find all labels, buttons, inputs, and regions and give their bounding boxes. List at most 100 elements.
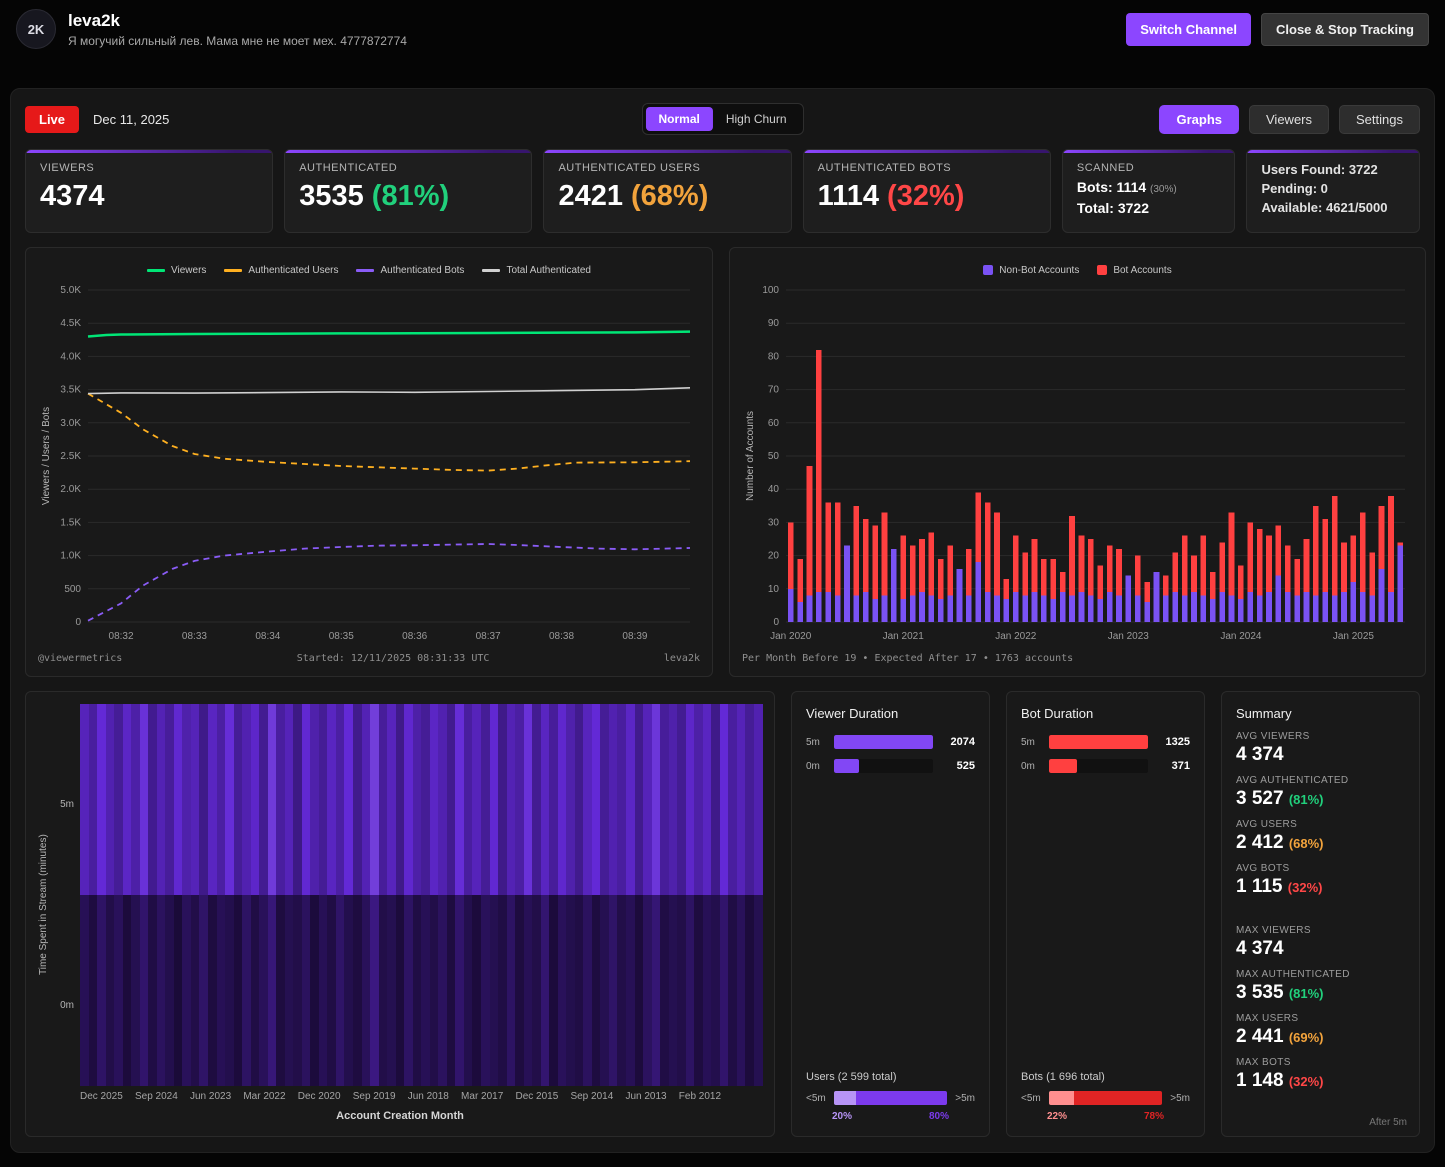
split-segment-over-5m [1073,1091,1163,1105]
viewers-tab-button[interactable]: Viewers [1249,104,1330,134]
heatmap-row-label-0m: 0m [60,1000,74,1011]
heatmap-cell [523,895,533,1086]
heatmap-cell [472,895,481,1086]
heatmap-cell [88,895,98,1086]
heatmap-cell [148,704,157,895]
legend-item-nonbot-accounts[interactable]: Non-Bot Accounts [983,265,1079,276]
heatmap-cell [506,895,516,1086]
heatmap-x-tick: Jun 2023 [189,1090,232,1102]
x-tick-label: 08:37 [476,631,501,642]
heatmap-cell [148,895,157,1086]
split-right-percent: 78% [1143,1111,1164,1122]
graphs-tab-button[interactable]: Graphs [1159,104,1239,134]
bot-bar [928,532,935,596]
heatmap-cell [131,704,140,895]
bot-bar [834,502,841,596]
bot-bar [1191,555,1197,593]
duration-row-0m: 0m 525 [806,759,975,773]
mode-normal-button[interactable]: Normal [645,107,713,131]
heatmap-x-tick: Dec 2020 [297,1090,341,1102]
bot-bar [966,548,972,596]
heatmap-cell [694,895,703,1086]
bot-bar [1369,552,1375,596]
heatmap-cell [412,895,422,1086]
heatmap-cell [626,704,635,895]
heatmap-cell [685,895,695,1086]
heatmap-cell [105,704,115,895]
heatmap-cell [216,895,226,1086]
heatmap-cell [378,704,388,895]
nonbot-bar [1153,572,1160,622]
nonbot-bar [1031,592,1038,622]
summary-footnote: After 5m [1369,1117,1407,1128]
y-tick-label: 80 [768,351,780,362]
legend-item-bot-accounts[interactable]: Bot Accounts [1097,265,1172,276]
stats-row: VIEWERS 4374 AUTHENTICATED 3535 (81%) AU… [25,149,1420,233]
legend-item-total-authenticated[interactable]: Total Authenticated [482,265,591,276]
heatmap-cell [660,704,669,895]
controls-row: Live Dec 11, 2025 Normal High Churn Grap… [25,103,1420,135]
heatmap-cell [498,895,507,1086]
heatmap-cell [293,704,302,895]
legend-item-authenticated-bots[interactable]: Authenticated Bots [356,265,464,276]
duration-row-0m: 0m 371 [1021,759,1190,773]
duration-bar [834,759,860,773]
split-right-percent: 80% [928,1111,949,1122]
nonbot-bar [1294,595,1300,622]
switch-channel-button[interactable]: Switch Channel [1126,12,1252,46]
heatmap-cell [233,895,243,1086]
heatmap-cell [301,704,311,895]
heatmap-cell [591,895,601,1086]
heatmap-cell [446,895,456,1086]
bot-bar [975,492,982,563]
heatmap-cell [404,895,413,1086]
heatmap-cell [173,704,183,895]
pending-line: Pending: 0 [1261,181,1328,196]
bot-bar [1219,542,1225,593]
mode-high-churn-button[interactable]: High Churn [713,107,800,131]
heatmap-cell [361,704,371,895]
bar-chart-footer: Per Month Before 19 • Expected After 17 … [742,648,1413,664]
heatmap-cell [455,704,464,895]
series-total-authenticated [87,387,691,395]
nonbot-bar [891,548,897,622]
stat-value: 3535 (81%) [299,180,450,212]
y-tick-label: 40 [768,484,780,495]
heatmap-cell [190,704,200,895]
stat-card-viewers: VIEWERS 4374 [25,149,274,233]
bot-bar [1144,582,1150,603]
heatmap-cell [284,704,294,895]
heatmap-cell [242,704,251,895]
heatmap-cell [446,704,456,895]
nonbot-bar [1059,592,1066,622]
heatmap-cell [259,895,268,1086]
heatmap-cell [651,895,661,1086]
stat-card-scanned: SCANNED Bots: 1114 (30%) Total: 3722 [1061,149,1236,233]
heatmap-cell [156,704,166,895]
heatmap-cell [122,895,132,1086]
settings-tab-button[interactable]: Settings [1339,104,1420,134]
legend-item-viewers[interactable]: Viewers [147,265,206,276]
heatmap-cell [617,704,626,895]
nonbot-bar [1247,592,1254,622]
close-stop-tracking-button[interactable]: Close & Stop Tracking [1261,12,1429,46]
duration-value: 2074 [950,736,975,748]
bot-bar [900,535,907,599]
stat-percent: (81%) [371,180,450,212]
scanned-total-line: Total: 3722 [1076,200,1149,216]
heatmap-cell [207,895,217,1086]
heatmap-cell [276,704,285,895]
bot-bar [1050,558,1057,599]
heatmap-cell [429,704,439,895]
y-tick-label: 100 [762,285,779,296]
nonbot-bar [1284,592,1291,622]
nonbot-bar [1303,592,1310,622]
duration-row-label: 5m [1021,736,1035,748]
bot-bar [1303,539,1310,593]
x-tick-label: Jan 2020 [770,631,812,642]
heatmap-cell [318,895,328,1086]
legend-item-authenticated-users[interactable]: Authenticated Users [224,265,338,276]
nonbot-bar [1069,595,1075,622]
heatmap-cell [156,895,166,1086]
nonbot-bar [1012,592,1019,622]
